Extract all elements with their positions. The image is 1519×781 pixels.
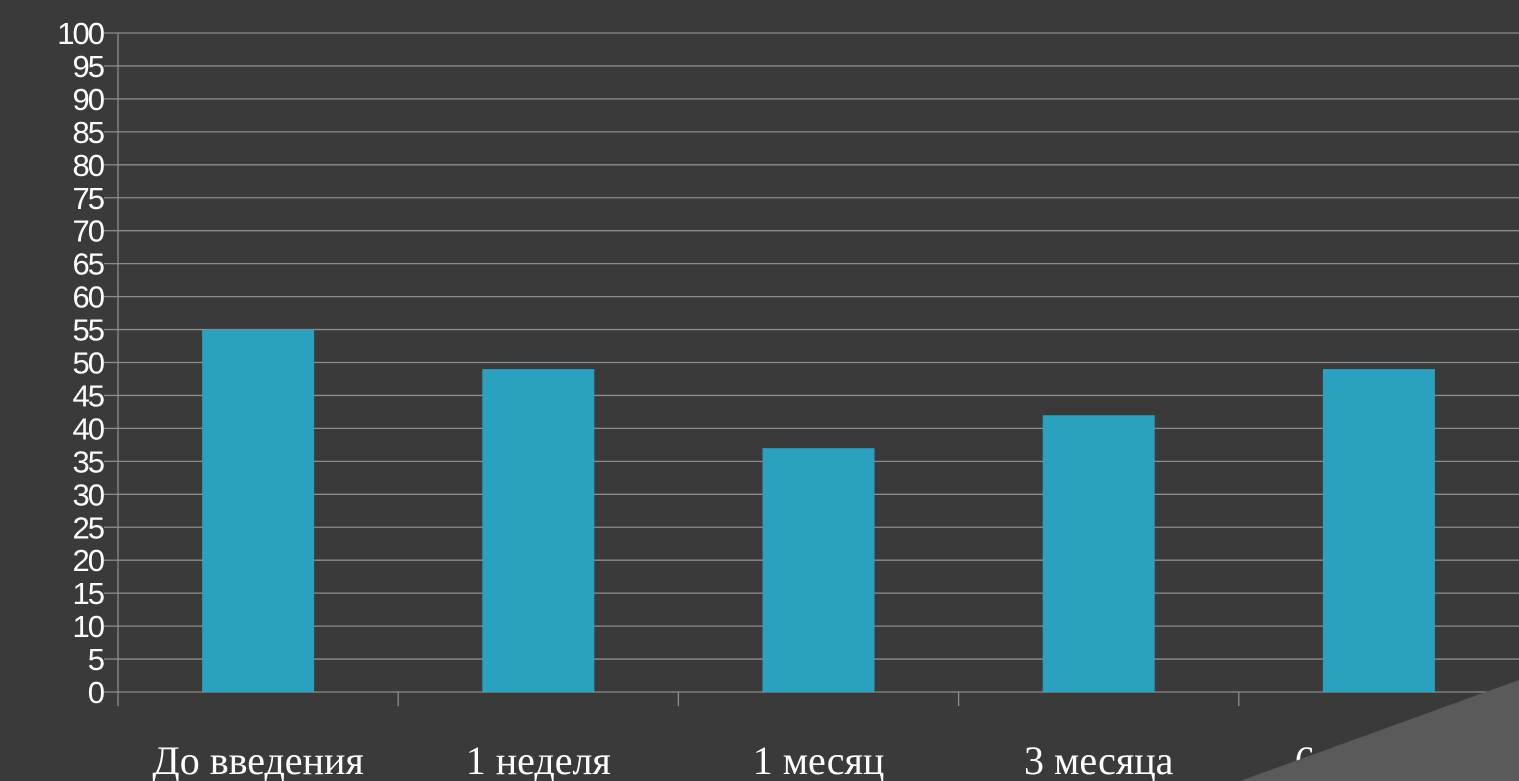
y-tick-label: 0 [88,675,105,710]
y-tick-label: 100 [57,16,104,51]
bar [1042,415,1155,692]
y-tick-label: 70 [73,214,105,249]
x-tick-label: 1 неделя [466,738,611,781]
y-tick-label: 40 [73,411,105,446]
y-tick-label: 35 [73,444,104,479]
y-tick-label: 5 [88,642,104,677]
y-tick-label: 30 [73,477,105,512]
y-tick-label: 45 [73,378,104,413]
y-tick-label: 85 [73,115,104,150]
y-tick-label: 95 [73,49,104,84]
bar [202,329,315,692]
y-tick-label: 75 [73,181,104,216]
y-tick-label: 60 [73,280,105,315]
bar [482,369,595,692]
y-tick-label: 65 [73,247,104,282]
y-tick-label: 50 [73,346,105,381]
y-tick-label: 15 [73,576,104,611]
y-tick-label: 55 [73,313,104,348]
x-tick-label: 1 месяц [753,738,885,781]
page-corner-fold [1240,680,1519,781]
y-tick-label: 80 [73,148,105,183]
y-tick-label: 25 [73,510,104,545]
bar [1322,369,1435,692]
y-tick-label: 20 [73,543,105,578]
x-tick-label: 3 месяца [1024,738,1174,781]
x-tick-label: До введения [152,738,363,781]
y-tick-labels: 0510152025303540455055606570758085909510… [57,16,106,710]
bars [202,329,1435,692]
gridlines [118,32,1519,660]
y-tick-label: 90 [73,82,105,117]
bar [762,448,875,692]
y-tick-label: 10 [73,609,105,644]
